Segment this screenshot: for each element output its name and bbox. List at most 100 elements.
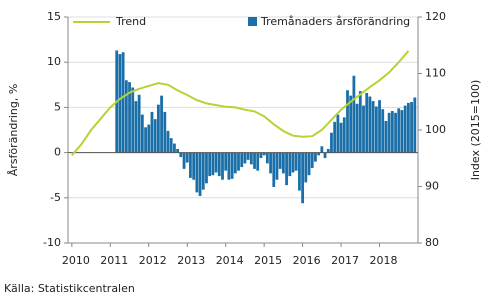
x-tick-label: 2017 <box>331 254 359 267</box>
bar <box>265 152 269 164</box>
bar <box>124 80 128 153</box>
bar <box>160 95 163 153</box>
bar <box>269 152 272 174</box>
bar <box>176 148 180 153</box>
bar <box>233 152 237 174</box>
bar <box>156 104 160 153</box>
bar <box>381 109 385 153</box>
bar <box>217 152 221 177</box>
bar <box>362 105 365 153</box>
bar <box>237 152 240 171</box>
bar <box>352 75 356 153</box>
bar <box>195 152 199 193</box>
bar <box>208 152 212 177</box>
bar <box>384 120 388 153</box>
x-tick-label: 2016 <box>293 254 321 267</box>
bar <box>390 111 394 153</box>
legend-label: Trend <box>115 15 146 28</box>
bar <box>198 152 202 196</box>
y-axis-label: Årsförändring, % <box>7 84 20 177</box>
bar <box>278 152 282 169</box>
trend-line <box>71 50 410 157</box>
x-tick-label: 2013 <box>177 254 205 267</box>
bar <box>205 152 208 184</box>
bar <box>368 96 372 153</box>
bar <box>240 152 244 168</box>
bar <box>224 152 228 171</box>
bar <box>118 54 122 153</box>
y2-tick-label: 110 <box>425 67 446 80</box>
bar <box>246 152 250 160</box>
bar <box>243 152 247 164</box>
y-tick-label: 10 <box>47 55 61 68</box>
bar <box>256 152 260 171</box>
bar <box>134 101 138 153</box>
bar <box>227 152 231 180</box>
bar <box>185 152 189 163</box>
bar <box>221 152 224 180</box>
bar <box>387 112 391 153</box>
bar <box>403 105 407 153</box>
bar <box>131 87 135 153</box>
bar <box>128 82 131 153</box>
bar <box>371 101 375 153</box>
bar <box>342 117 346 153</box>
x-tick-label: 2010 <box>62 254 90 267</box>
y2-tick-label: 80 <box>425 236 439 249</box>
bar <box>320 146 324 153</box>
y2-axis-label: Index (2015=100) <box>469 80 482 181</box>
bar <box>291 152 295 173</box>
bar <box>189 152 192 178</box>
bar <box>294 152 298 171</box>
bar <box>336 114 340 153</box>
y2-tick-label: 90 <box>425 180 439 193</box>
bar <box>288 152 292 177</box>
bar <box>314 152 317 162</box>
y2-tick-label: 100 <box>425 123 446 136</box>
bar <box>144 127 147 153</box>
x-tick-label: 2018 <box>370 254 398 267</box>
bar <box>137 94 141 153</box>
bar <box>298 152 301 191</box>
bar <box>272 152 276 187</box>
bar <box>285 152 288 186</box>
bar <box>394 112 397 153</box>
bar <box>410 101 413 153</box>
legend-swatch <box>248 17 257 26</box>
legend-label: Tremånaders årsförändring <box>260 15 410 28</box>
bar <box>333 121 337 153</box>
bar <box>406 102 410 153</box>
bar <box>400 110 404 153</box>
y-tick-label: 15 <box>47 10 61 23</box>
bar <box>211 152 215 176</box>
bar <box>249 152 253 165</box>
y-tick-label: -10 <box>43 236 61 249</box>
bar <box>374 106 378 153</box>
bar <box>349 95 353 153</box>
bar <box>253 152 256 169</box>
bar <box>150 111 154 153</box>
bar <box>358 91 362 153</box>
bar <box>346 90 349 153</box>
bar <box>365 92 369 153</box>
bar <box>301 152 305 204</box>
bar <box>413 97 417 153</box>
bar <box>355 103 359 153</box>
bar <box>304 152 308 183</box>
bar <box>230 152 234 179</box>
bar <box>147 124 151 153</box>
y2-tick-label: 120 <box>425 10 446 23</box>
bar <box>259 152 263 159</box>
bar <box>163 111 167 153</box>
bar <box>173 143 176 153</box>
bar <box>192 152 196 180</box>
y-tick-label: -5 <box>50 191 61 204</box>
y-tick-label: 5 <box>54 100 61 113</box>
x-tick-label: 2015 <box>254 254 282 267</box>
bar <box>201 152 205 190</box>
bar <box>275 152 279 180</box>
bar <box>281 152 285 174</box>
bar <box>262 152 266 156</box>
